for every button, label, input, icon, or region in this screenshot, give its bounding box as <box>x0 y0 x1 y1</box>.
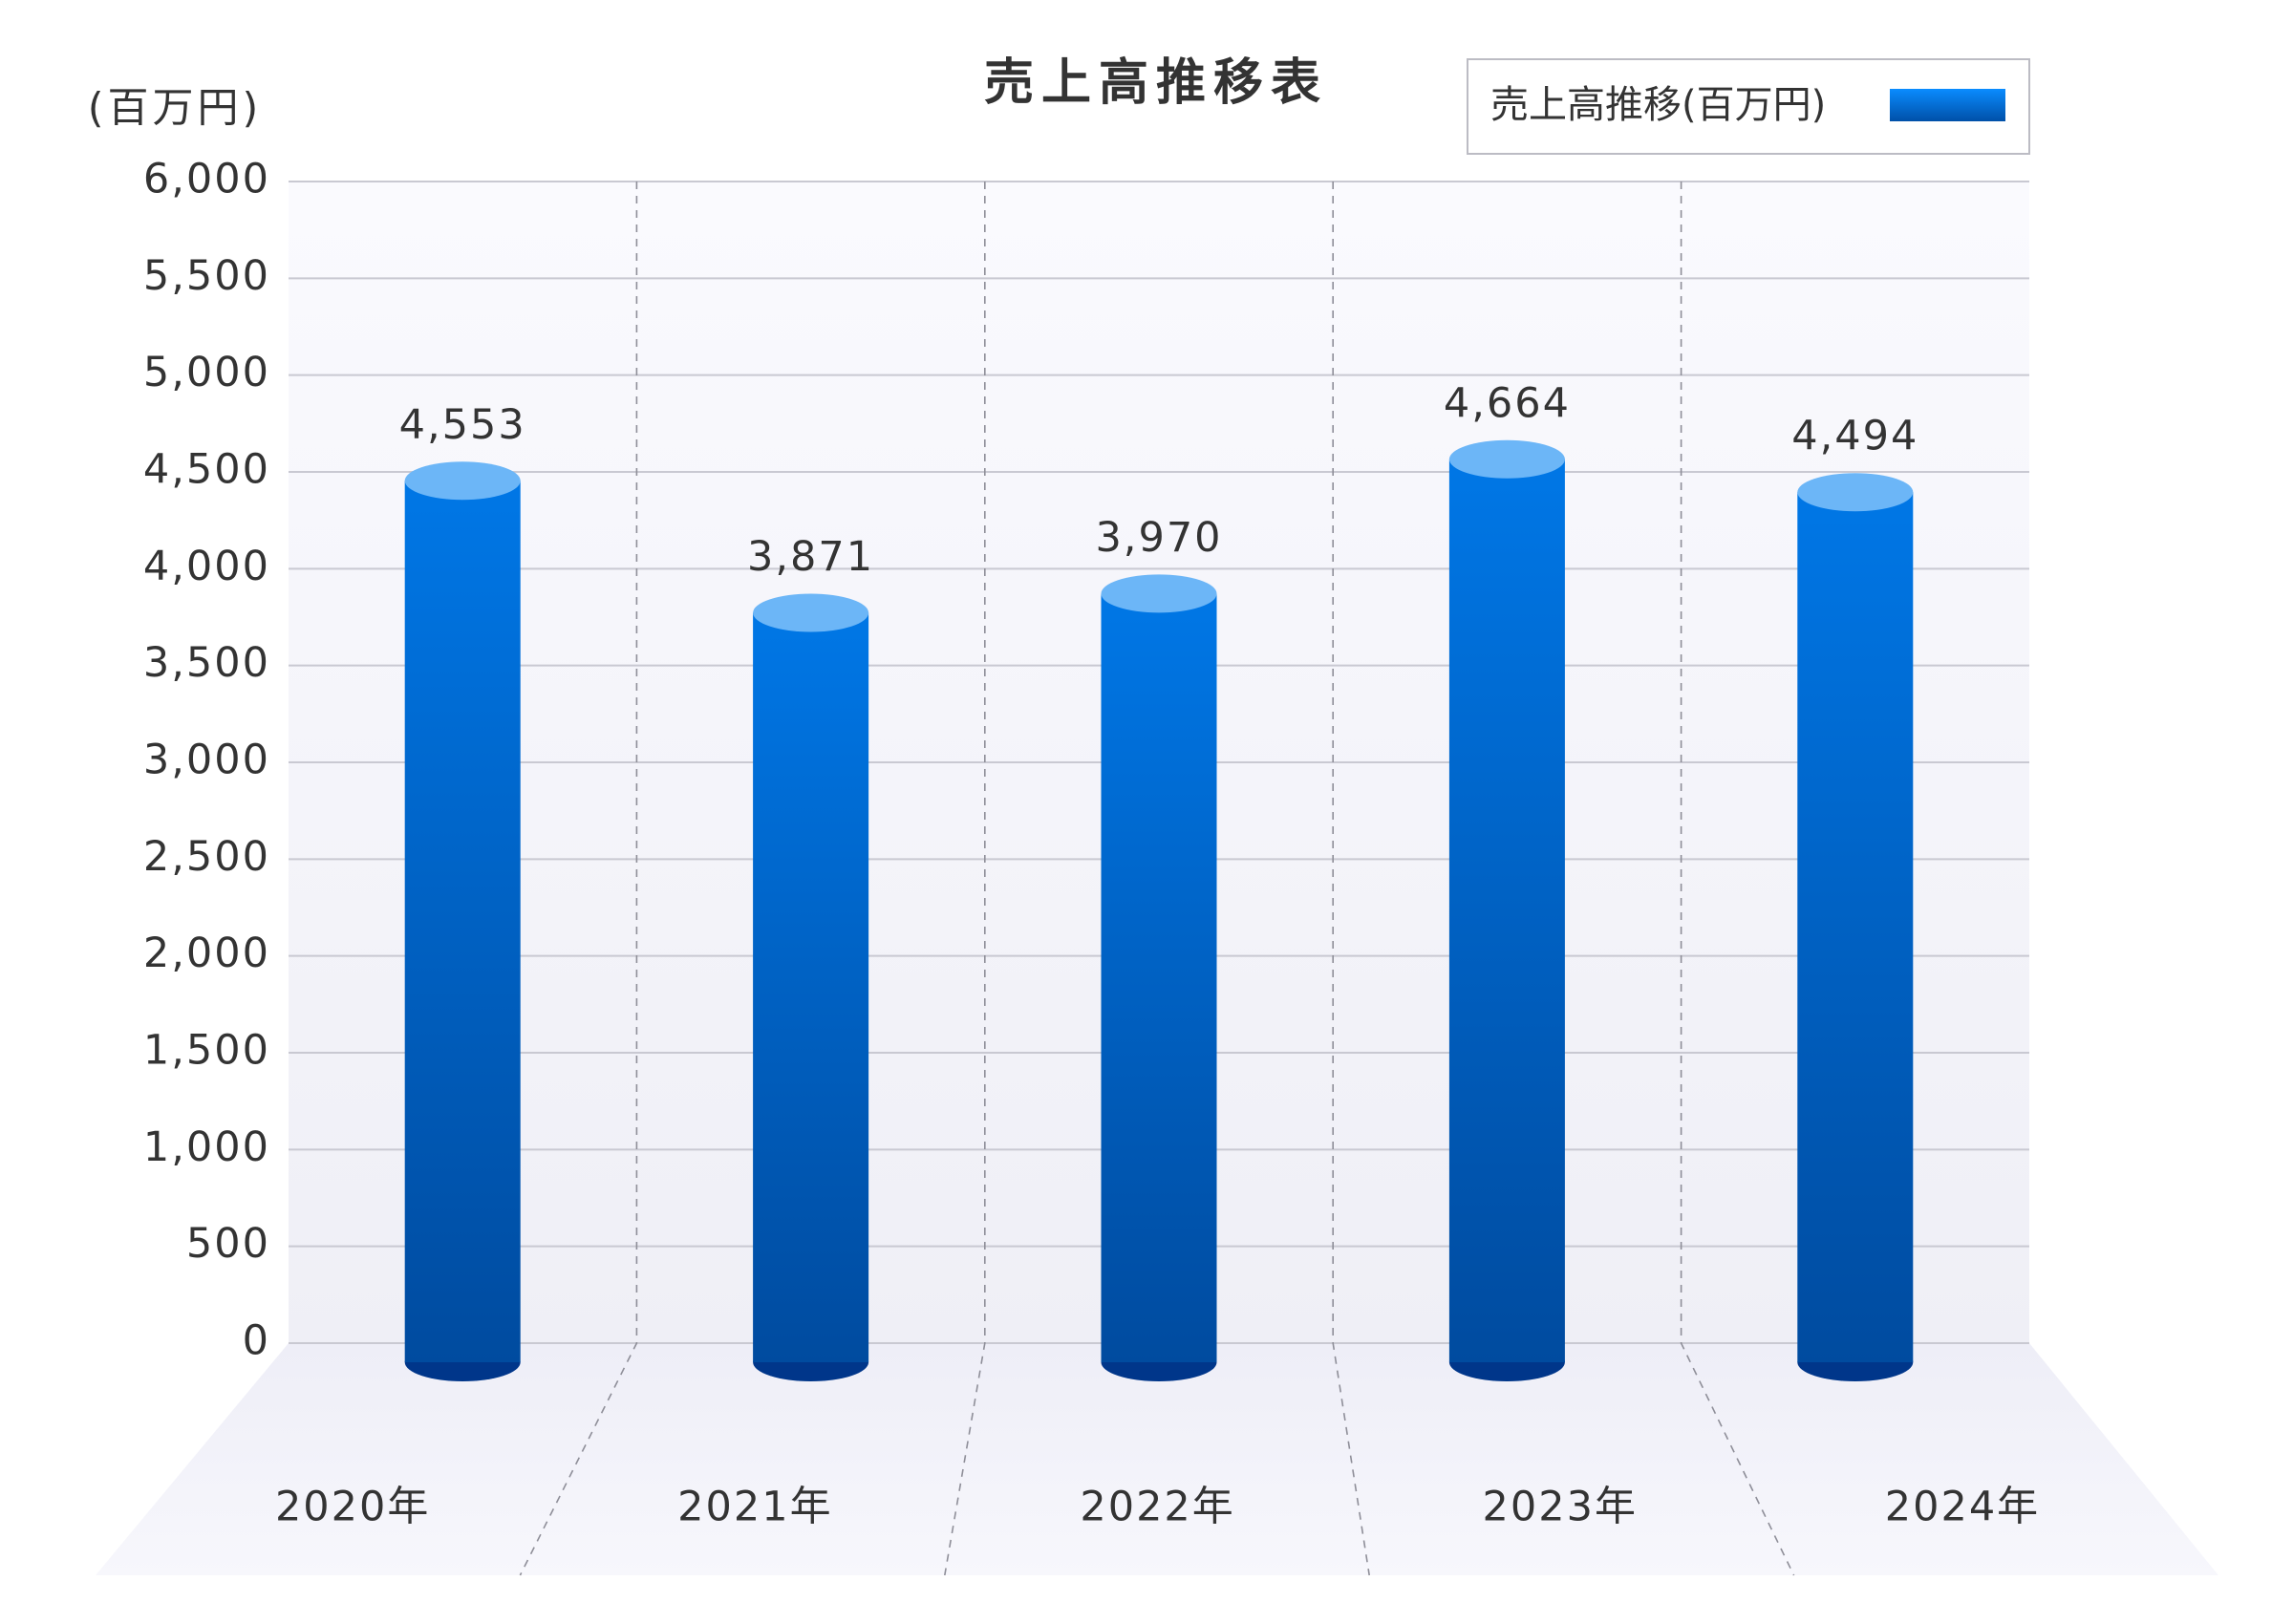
y-axis-unit: (百万円) <box>88 85 263 133</box>
bar-body <box>1797 492 1914 1362</box>
category-divider <box>1680 182 1795 1576</box>
chart-title: 売上高推移表 <box>984 54 1328 112</box>
bar-body <box>1448 459 1565 1362</box>
bar-cap <box>404 461 521 501</box>
value-label: 4,494 <box>1791 413 1918 460</box>
y-tick-label: 6,000 <box>143 156 270 203</box>
legend-label: 売上高推移(百万円) <box>1490 83 1826 127</box>
value-label: 3,970 <box>1095 514 1222 562</box>
x-tick-label: 2020年 <box>275 1484 430 1531</box>
bar-cap <box>753 593 869 632</box>
y-tick-label: 5,000 <box>143 349 270 396</box>
plot-floor <box>96 1343 2218 1575</box>
y-tick-label: 5,500 <box>143 252 270 300</box>
y-tick-label: 4,500 <box>143 446 270 494</box>
legend: 売上高推移(百万円) <box>1467 58 2030 155</box>
y-tick-label: 2,000 <box>143 930 270 977</box>
y-tick-label: 3,000 <box>143 737 270 784</box>
y-tick-label: 2,500 <box>143 833 270 881</box>
category-divider <box>944 182 986 1576</box>
bar <box>753 593 869 1381</box>
bar <box>1448 439 1565 1381</box>
bar-cap <box>1101 574 1217 613</box>
bar-cap <box>1448 439 1565 479</box>
y-tick-label: 1,500 <box>143 1027 270 1075</box>
bar-body <box>753 612 869 1362</box>
bar-body <box>404 481 521 1362</box>
category-divider <box>1332 182 1370 1576</box>
x-tick-label: 2023年 <box>1483 1484 1638 1531</box>
bar <box>404 461 521 1381</box>
y-tick-label: 1,000 <box>143 1123 270 1171</box>
x-tick-label: 2024年 <box>1885 1484 2040 1531</box>
value-label: 3,871 <box>747 533 874 581</box>
legend-swatch <box>1890 89 2005 121</box>
bar <box>1797 473 1914 1381</box>
category-divider <box>519 182 638 1576</box>
x-tick-label: 2022年 <box>1080 1484 1234 1531</box>
y-tick-label: 4,000 <box>143 543 270 590</box>
bar <box>1101 574 1217 1381</box>
y-tick-label: 500 <box>186 1220 270 1268</box>
y-tick-label: 0 <box>243 1317 270 1365</box>
bar-cap <box>1797 473 1914 512</box>
value-label: 4,664 <box>1444 379 1571 427</box>
value-label: 4,553 <box>399 401 526 449</box>
bar-body <box>1101 593 1217 1362</box>
x-tick-label: 2021年 <box>677 1484 832 1531</box>
y-tick-label: 3,500 <box>143 639 270 687</box>
